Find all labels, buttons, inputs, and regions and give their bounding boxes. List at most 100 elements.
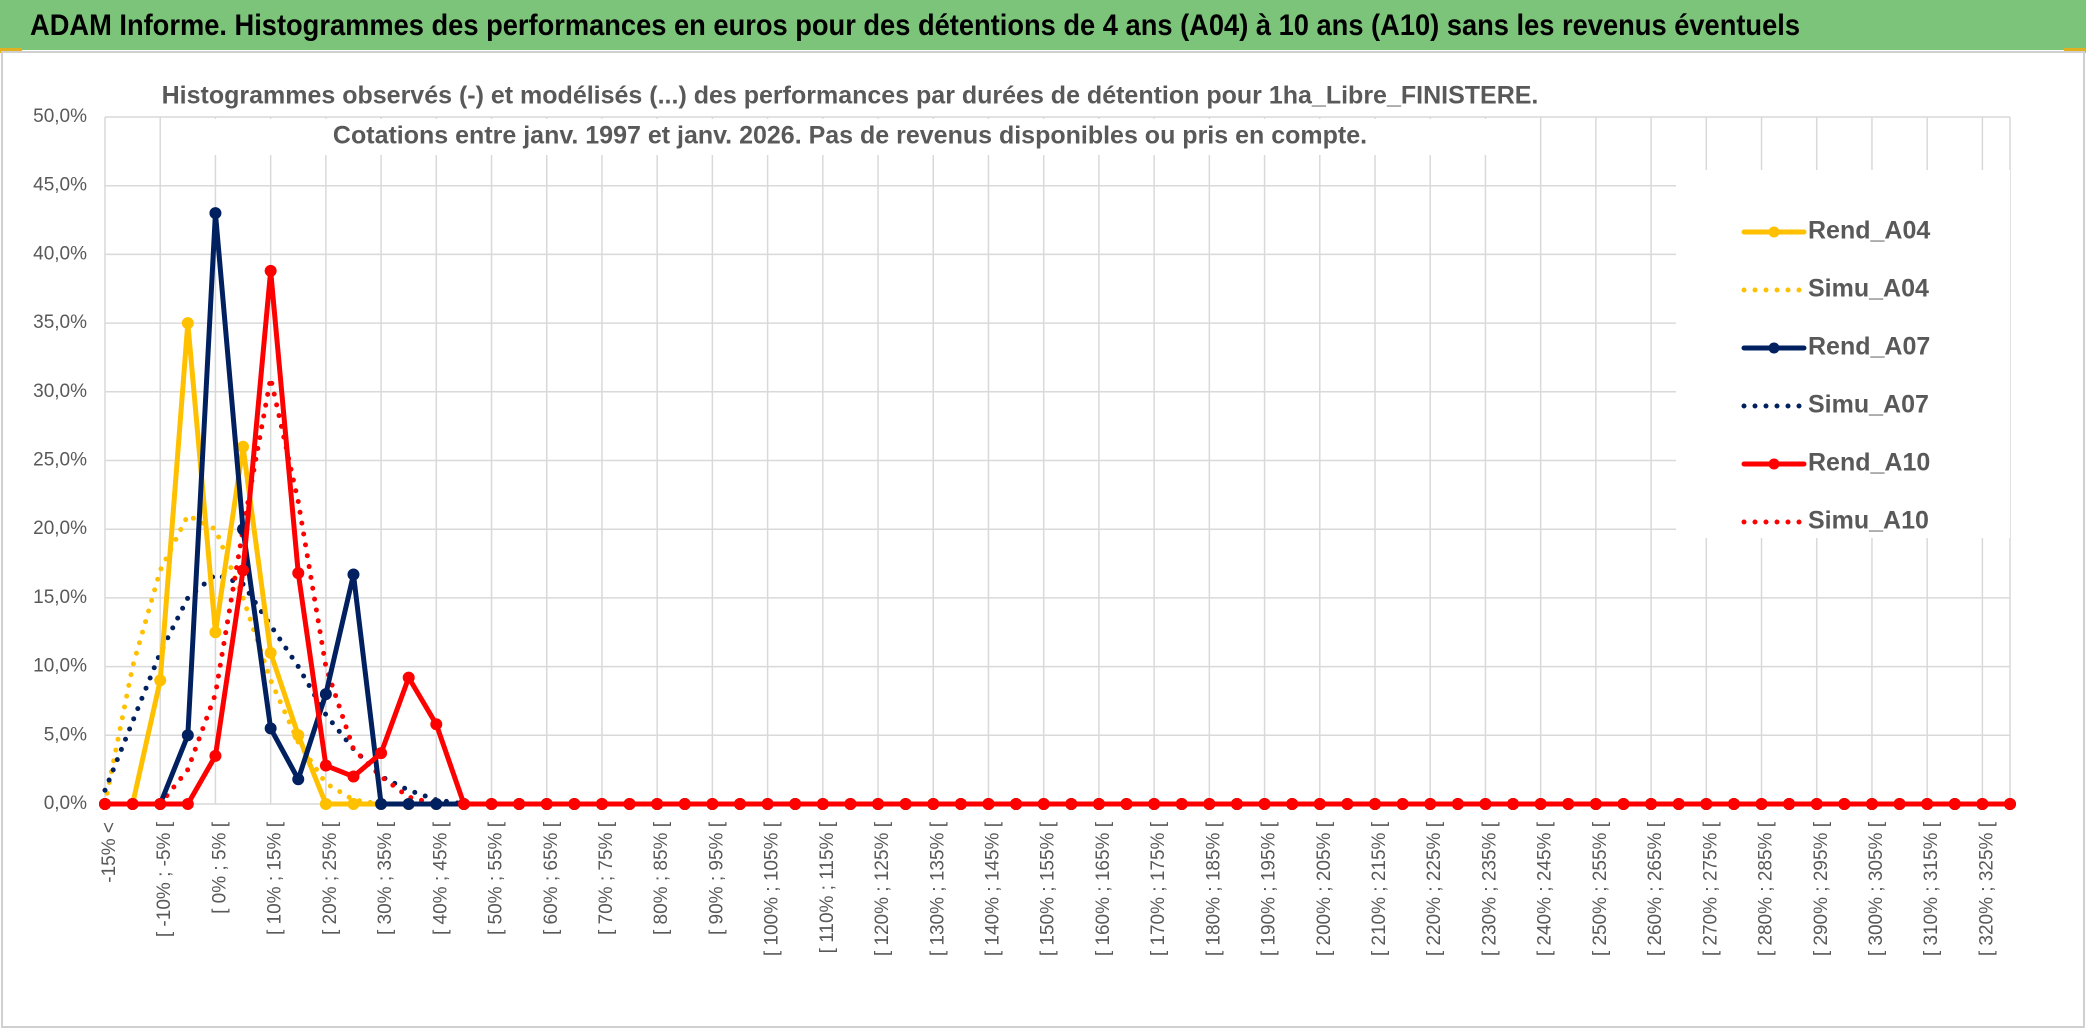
marker bbox=[2004, 798, 2016, 810]
marker bbox=[1258, 798, 1271, 810]
page-title: ADAM Informe. Histogrammes des performan… bbox=[30, 9, 1800, 42]
legend-marker bbox=[1768, 226, 1780, 238]
x-tick-label: [ 230% ; 235% [ bbox=[1479, 821, 1500, 956]
corner bbox=[2064, 48, 2086, 53]
y-tick-label: 5,0% bbox=[44, 724, 87, 745]
marker bbox=[402, 671, 415, 684]
marker bbox=[430, 798, 443, 810]
marker bbox=[181, 317, 194, 330]
x-tick-label: [ 190% ; 195% [ bbox=[1259, 821, 1280, 956]
y-tick-label: 25,0% bbox=[33, 450, 87, 471]
x-tick-label: [ 170% ; 175% [ bbox=[1148, 821, 1169, 956]
marker bbox=[347, 568, 360, 581]
x-tick-label: [ 90% ; 95% [ bbox=[706, 821, 727, 935]
marker bbox=[1783, 798, 1796, 810]
x-tick-label: [ 110% ; 115% [ bbox=[817, 821, 838, 953]
marker bbox=[1645, 798, 1658, 810]
marker bbox=[706, 798, 719, 810]
marker bbox=[1893, 798, 1906, 810]
marker bbox=[568, 798, 581, 810]
marker bbox=[1562, 798, 1575, 810]
x-tick-label: [ 0% ; 5% [ bbox=[209, 821, 230, 914]
y-tick-label: 10,0% bbox=[33, 656, 87, 677]
x-tick-label: [ 20% ; 25% [ bbox=[320, 821, 341, 935]
x-tick-label: -15% < bbox=[99, 822, 120, 883]
marker bbox=[319, 759, 332, 772]
series-line bbox=[102, 268, 2013, 807]
marker bbox=[789, 798, 802, 810]
x-tick-label: [ 140% ; 145% [ bbox=[982, 821, 1003, 956]
marker bbox=[292, 773, 305, 786]
header-bar bbox=[0, 0, 2086, 50]
x-tick-label: [ 120% ; 125% [ bbox=[872, 821, 893, 956]
marker bbox=[1203, 798, 1216, 810]
marker bbox=[1396, 798, 1409, 810]
marker bbox=[154, 798, 167, 810]
x-tick-label: [ 250% ; 255% [ bbox=[1590, 821, 1611, 956]
marker bbox=[734, 798, 746, 810]
legend-label: Rend_A10 bbox=[1808, 449, 1930, 477]
marker bbox=[347, 798, 360, 810]
legend-marker bbox=[1768, 342, 1780, 354]
legend-label: Simu_A04 bbox=[1808, 275, 1929, 303]
marker bbox=[651, 798, 664, 810]
marker bbox=[1921, 798, 1934, 810]
marker bbox=[375, 798, 388, 810]
x-tick-label: [ 50% ; 55% [ bbox=[486, 821, 507, 935]
marker bbox=[1313, 798, 1326, 810]
marker bbox=[209, 626, 222, 639]
marker bbox=[1700, 798, 1713, 810]
subtitle-bg bbox=[195, 79, 1505, 115]
marker bbox=[402, 798, 415, 810]
marker bbox=[485, 798, 498, 810]
x-tick-label: [ 280% ; 285% [ bbox=[1756, 821, 1777, 956]
marker bbox=[954, 798, 967, 810]
marker bbox=[844, 798, 857, 810]
marker bbox=[1589, 798, 1602, 810]
marker bbox=[347, 770, 360, 783]
y-tick-label: 15,0% bbox=[33, 587, 87, 608]
x-tick-label: [ 30% ; 35% [ bbox=[375, 821, 396, 935]
marker bbox=[1976, 798, 1989, 810]
marker bbox=[872, 798, 885, 810]
x-tick-label: [ 130% ; 135% [ bbox=[927, 821, 948, 956]
marker bbox=[1617, 798, 1630, 810]
marker bbox=[513, 798, 526, 810]
marker bbox=[540, 798, 553, 810]
y-tick-label: 50,0% bbox=[33, 106, 87, 127]
marker bbox=[678, 798, 691, 810]
x-tick-label: [ 60% ; 65% [ bbox=[541, 821, 562, 935]
x-tick-label: [ 300% ; 305% [ bbox=[1866, 821, 1887, 956]
marker bbox=[457, 798, 470, 810]
legend-label: Rend_A04 bbox=[1808, 217, 1930, 245]
marker bbox=[982, 798, 995, 810]
marker bbox=[816, 798, 829, 810]
x-tick-label: [ 10% ; 15% [ bbox=[265, 821, 286, 935]
y-tick-label: 40,0% bbox=[33, 243, 87, 264]
marker bbox=[1810, 798, 1823, 810]
marker bbox=[237, 440, 250, 453]
y-tick-label: 35,0% bbox=[33, 312, 87, 333]
marker bbox=[1120, 798, 1133, 810]
marker bbox=[1948, 798, 1961, 810]
marker bbox=[237, 564, 250, 577]
marker bbox=[264, 264, 277, 277]
x-tick-label: [ 40% ; 45% [ bbox=[430, 821, 451, 935]
marker bbox=[1507, 798, 1520, 810]
marker bbox=[927, 798, 940, 810]
marker bbox=[1175, 798, 1188, 810]
marker bbox=[264, 722, 277, 735]
marker bbox=[154, 674, 167, 687]
x-tick-label: [ 70% ; 75% [ bbox=[596, 821, 617, 935]
marker bbox=[1092, 798, 1105, 810]
x-tick-label: [ 310% ; 315% [ bbox=[1921, 821, 1942, 956]
marker bbox=[1369, 798, 1381, 810]
marker bbox=[319, 798, 332, 810]
marker bbox=[1230, 798, 1243, 810]
marker bbox=[430, 718, 443, 731]
marker bbox=[1148, 798, 1161, 810]
marker bbox=[181, 798, 194, 810]
marker bbox=[319, 688, 332, 701]
marker bbox=[1010, 798, 1023, 810]
